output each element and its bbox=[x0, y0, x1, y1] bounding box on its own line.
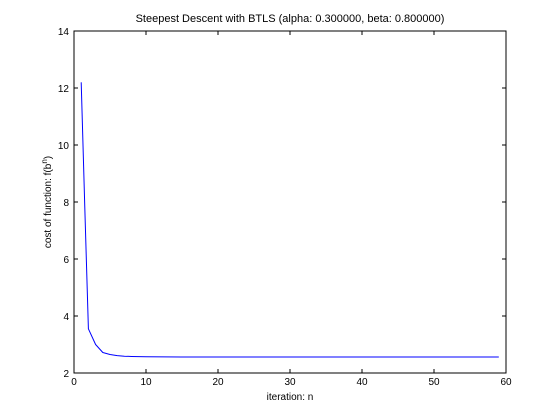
x-tick-label: 10 bbox=[140, 377, 152, 388]
y-axis-label-superscript: n bbox=[40, 159, 49, 163]
y-tick-label: 10 bbox=[58, 141, 70, 152]
y-tick-label: 14 bbox=[58, 27, 70, 38]
y-tick-label: 12 bbox=[58, 84, 70, 95]
x-tick-label: 20 bbox=[212, 377, 224, 388]
x-tick-label: 60 bbox=[500, 377, 512, 388]
y-axis-label-main: cost of function: f(b bbox=[43, 163, 54, 248]
x-axis-label: iteration: n bbox=[267, 392, 314, 403]
series-line bbox=[80, 82, 499, 358]
y-tick-label: 4 bbox=[63, 312, 69, 323]
y-axis-label: cost of function: f(bn) bbox=[40, 156, 54, 248]
ticks: 0 10 20 30 40 50 60 2 4 6 8 10 12 14 bbox=[58, 27, 512, 388]
x-tick-label: 0 bbox=[71, 377, 77, 388]
y-axis-label-close: ) bbox=[43, 156, 54, 159]
x-tick-label: 50 bbox=[428, 377, 440, 388]
y-tick-label: 8 bbox=[63, 198, 69, 209]
y-tick-label: 2 bbox=[63, 369, 69, 380]
series bbox=[80, 82, 499, 358]
chart-title: Steepest Descent with BTLS (alpha: 0.300… bbox=[136, 13, 445, 25]
y-tick-label: 6 bbox=[63, 255, 69, 266]
x-tick-label: 30 bbox=[284, 377, 296, 388]
x-tick-label: 40 bbox=[356, 377, 368, 388]
